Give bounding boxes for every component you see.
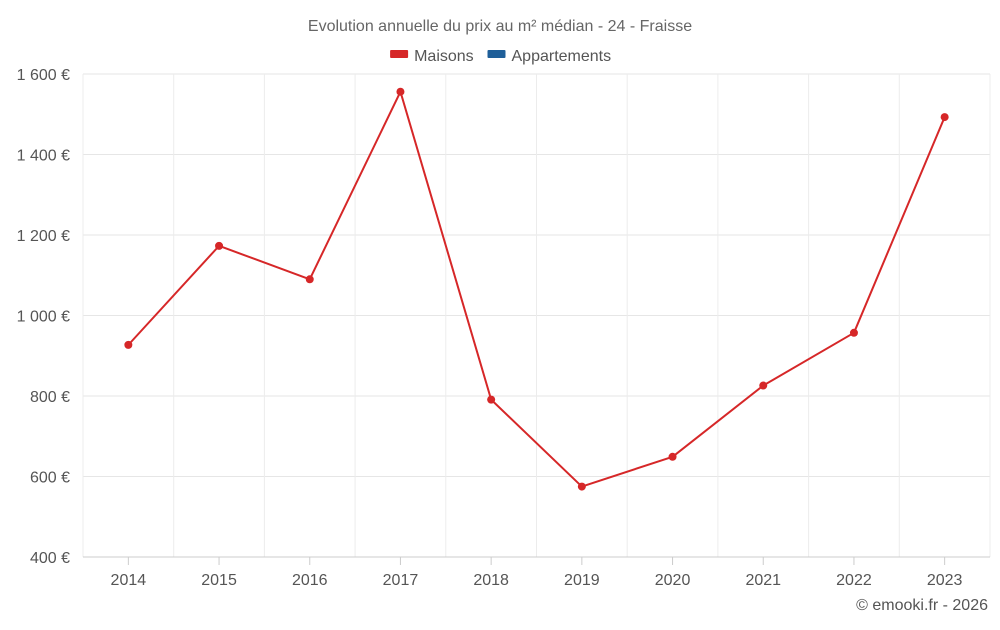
- chart-title: Evolution annuelle du prix au m² médian …: [308, 18, 692, 35]
- x-tick-label: 2023: [927, 572, 963, 589]
- x-tick-label: 2018: [473, 572, 509, 589]
- data-point[interactable]: [215, 241, 224, 250]
- x-tick-label: 2019: [564, 572, 600, 589]
- legend-label[interactable]: Appartements: [512, 48, 612, 65]
- data-point[interactable]: [305, 275, 314, 284]
- y-tick-label: 400 €: [30, 550, 70, 567]
- x-tick-label: 2016: [292, 572, 328, 589]
- x-tick-label: 2022: [836, 572, 872, 589]
- x-tick-label: 2017: [383, 572, 419, 589]
- y-tick-label: 600 €: [30, 470, 70, 487]
- x-tick-label: 2015: [201, 572, 237, 589]
- grid: [82, 73, 991, 558]
- data-point[interactable]: [124, 340, 133, 349]
- data-point[interactable]: [487, 395, 496, 404]
- credit-text: © emooki.fr - 2026: [856, 597, 988, 614]
- data-point[interactable]: [577, 482, 586, 491]
- data-point[interactable]: [940, 113, 949, 122]
- data-point[interactable]: [849, 328, 858, 337]
- legend-swatch: [390, 50, 409, 58]
- legend-label[interactable]: Maisons: [414, 48, 474, 65]
- legend-swatch: [487, 50, 506, 58]
- x-tick-label: 2014: [111, 572, 147, 589]
- data-point[interactable]: [759, 381, 768, 390]
- y-tick-label: 800 €: [30, 389, 70, 406]
- x-tick-label: 2020: [655, 572, 691, 589]
- legend: Maisons Appartements: [390, 48, 611, 65]
- y-tick-label: 1 000 €: [17, 309, 70, 326]
- x-tick-label: 2021: [745, 572, 781, 589]
- y-tick-label: 1 600 €: [17, 67, 70, 84]
- data-point[interactable]: [396, 87, 405, 96]
- y-tick-label: 1 400 €: [17, 148, 70, 165]
- axes: 400 € 600 € 800 € 1 000 € 1 200 € 1 400 € 1 60…: [17, 67, 990, 589]
- series-line: [127, 90, 946, 488]
- data-point[interactable]: [668, 452, 677, 461]
- y-tick-label: 1 200 €: [17, 228, 70, 245]
- series-layer: [124, 87, 949, 491]
